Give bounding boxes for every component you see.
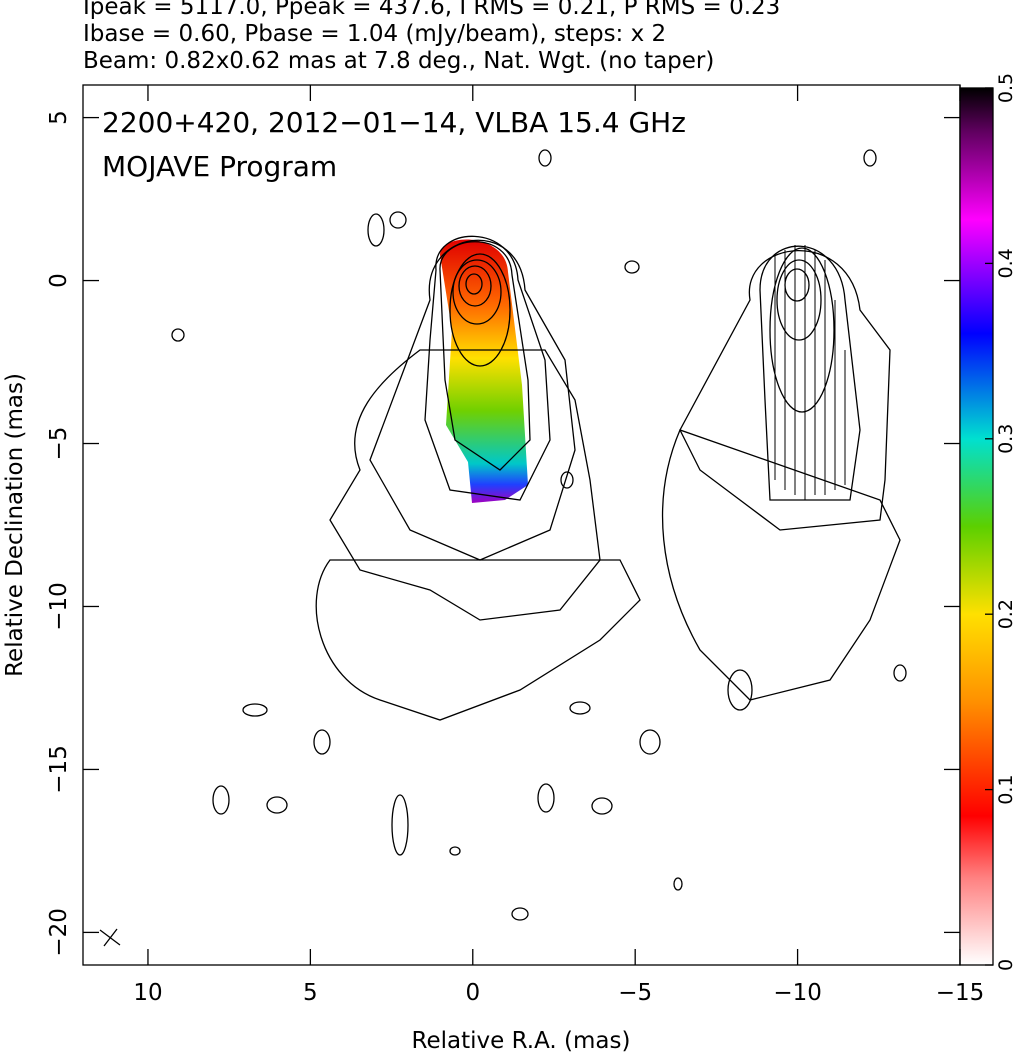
y-tick-label: 0 bbox=[46, 273, 72, 288]
beam-marker bbox=[99, 928, 121, 947]
annotation: MOJAVE Program bbox=[102, 150, 337, 183]
y-tick-label: −15 bbox=[46, 745, 72, 794]
y-axis-label: Relative Declination (mas) bbox=[2, 373, 28, 677]
y-tick-label: −20 bbox=[46, 908, 72, 957]
y-tick-label: −10 bbox=[46, 582, 72, 631]
colorbar-tick-label: 0 bbox=[995, 959, 1017, 971]
x-tick-label: 5 bbox=[303, 980, 318, 1006]
polarization-image bbox=[440, 239, 528, 503]
x-tick-label: −15 bbox=[936, 980, 985, 1006]
title-block: Ipeak = 5117.0, Ppeak = 437.6, I RMS = 0… bbox=[83, 0, 780, 74]
colorbar-tick-label: 0.4 bbox=[995, 248, 1017, 278]
x-tick-label: 10 bbox=[133, 980, 162, 1006]
colorbar-tick-label: 0.2 bbox=[995, 599, 1017, 629]
title-line: Ipeak = 5117.0, Ppeak = 437.6, I RMS = 0… bbox=[83, 0, 780, 20]
y-tick-label: 5 bbox=[46, 110, 72, 125]
annotation: 2200+420, 2012−01−14, VLBA 15.4 GHz bbox=[102, 106, 686, 139]
x-axis-label: Relative R.A. (mas) bbox=[412, 1028, 631, 1054]
x-tick-label: 0 bbox=[465, 980, 480, 1006]
colorbar-tick-label: 0.3 bbox=[995, 424, 1017, 454]
y-tick-label: −5 bbox=[46, 427, 72, 461]
x-tick-label: −5 bbox=[618, 980, 652, 1006]
colorbar-tick-label: 0.1 bbox=[995, 774, 1017, 804]
colorbar bbox=[959, 87, 994, 966]
title-line: Beam: 0.82x0.62 mas at 7.8 deg., Nat. Wg… bbox=[83, 48, 714, 74]
colorbar-tick-label: 0.5 bbox=[995, 73, 1017, 103]
polarization-vectors bbox=[774, 245, 846, 500]
contours bbox=[171, 149, 907, 921]
x-tick-label: −10 bbox=[773, 980, 822, 1006]
title-line: Ibase = 0.60, Pbase = 1.04 (mJy/beam), s… bbox=[83, 21, 666, 47]
